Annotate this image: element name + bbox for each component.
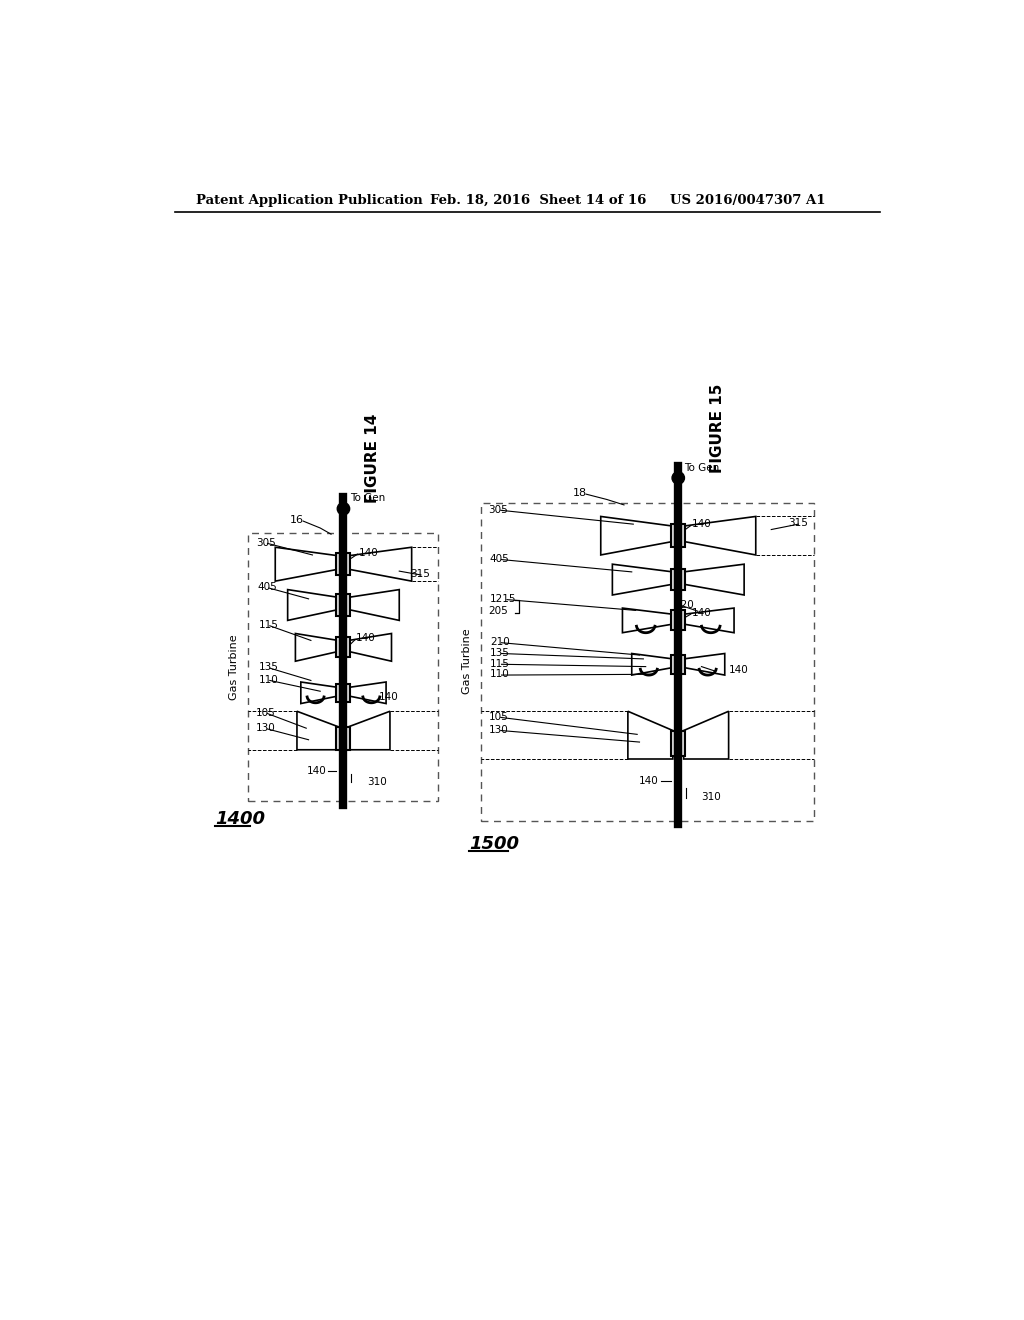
Text: 220: 220 — [675, 601, 694, 610]
Text: 135: 135 — [259, 663, 279, 672]
Text: 115: 115 — [489, 659, 510, 668]
Text: 140: 140 — [378, 693, 398, 702]
Text: FIGURE 15: FIGURE 15 — [710, 383, 725, 473]
Circle shape — [672, 471, 684, 484]
Text: 140: 140 — [356, 634, 376, 643]
Bar — [480, 503, 814, 821]
Text: To Gen: To Gen — [349, 494, 385, 503]
Text: 140: 140 — [359, 548, 379, 557]
Text: 315: 315 — [787, 519, 808, 528]
Bar — [337, 726, 350, 750]
Bar — [337, 594, 350, 615]
Text: 405: 405 — [489, 554, 510, 564]
Text: 105: 105 — [256, 708, 275, 718]
Text: 140: 140 — [729, 665, 749, 676]
Text: 140: 140 — [306, 766, 327, 776]
Text: 315: 315 — [411, 569, 430, 579]
Text: Patent Application Publication: Patent Application Publication — [197, 194, 423, 207]
Text: Gas Turbine: Gas Turbine — [229, 635, 240, 700]
Text: 1215: 1215 — [489, 594, 516, 603]
Bar — [672, 610, 685, 631]
Text: To Gen: To Gen — [684, 462, 720, 473]
Text: 105: 105 — [488, 711, 508, 722]
Text: FIGURE 14: FIGURE 14 — [365, 414, 380, 503]
Text: 110: 110 — [259, 675, 279, 685]
Text: 305: 305 — [256, 537, 275, 548]
Text: 1500: 1500 — [469, 834, 519, 853]
Text: US 2016/0047307 A1: US 2016/0047307 A1 — [671, 194, 826, 207]
Bar — [672, 524, 685, 548]
Text: 210: 210 — [489, 638, 510, 647]
Text: Gas Turbine: Gas Turbine — [462, 628, 472, 694]
Text: 130: 130 — [488, 725, 508, 735]
Text: 135: 135 — [489, 648, 510, 657]
Circle shape — [337, 503, 349, 515]
Text: 130: 130 — [256, 723, 275, 733]
Text: 305: 305 — [488, 504, 508, 515]
Text: 140: 140 — [639, 776, 658, 785]
Text: 140: 140 — [692, 519, 712, 529]
Text: 205: 205 — [488, 606, 508, 616]
Text: 405: 405 — [257, 582, 278, 593]
Text: 115: 115 — [259, 620, 279, 630]
Text: 1400: 1400 — [215, 810, 265, 828]
Bar — [672, 569, 685, 590]
Text: 16: 16 — [290, 515, 304, 525]
Bar — [248, 533, 438, 801]
Bar — [337, 638, 350, 657]
Text: 310: 310 — [701, 792, 721, 803]
Bar — [672, 655, 685, 673]
Bar — [672, 731, 685, 756]
Text: Feb. 18, 2016  Sheet 14 of 16: Feb. 18, 2016 Sheet 14 of 16 — [430, 194, 646, 207]
Text: 110: 110 — [489, 669, 510, 680]
Text: 140: 140 — [692, 609, 712, 619]
Text: 18: 18 — [572, 488, 587, 499]
Bar — [337, 684, 350, 702]
Text: 310: 310 — [367, 777, 386, 787]
Bar — [337, 553, 350, 576]
